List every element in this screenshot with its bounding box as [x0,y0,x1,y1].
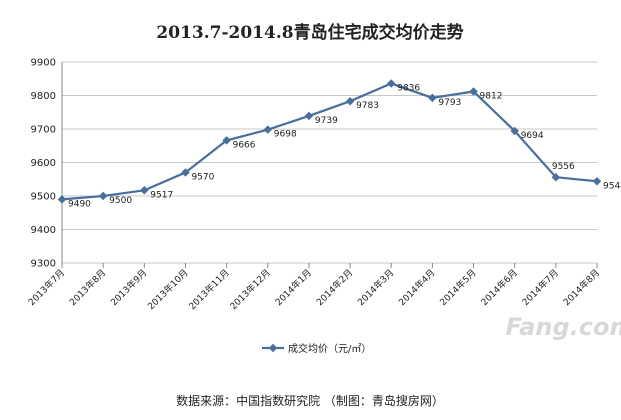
data-label: 9694 [521,131,544,141]
y-tick-label: 9900 [31,58,56,69]
data-label: 9556 [552,162,575,172]
y-tick-label: 9600 [31,158,56,169]
x-tick-label: 2013年11月 [186,267,232,313]
point [428,93,437,103]
x-tick-label: 2014年2月 [314,267,355,308]
y-tick-label: 9300 [31,259,56,270]
data-label: 9517 [150,190,173,200]
data-label: 9739 [315,116,338,126]
data-label: 9544 [603,181,621,191]
watermark: Fang.com [506,313,621,341]
x-tick-label: 2013年12月 [227,267,273,313]
point [592,177,602,186]
chart-title: 2013.7-2014.8青岛住宅成交均价走势 [156,22,463,43]
line [61,82,598,201]
data-label: 9490 [68,199,91,209]
point [386,79,396,88]
x-tick-label: 2014年4月 [396,267,437,308]
x-tick-label: 2014年5月 [437,267,478,308]
point [181,168,190,177]
y-tick-label: 9400 [31,225,56,236]
x-tick-label: 2014年1月 [273,267,314,308]
point [263,125,273,134]
x-tick-label: 2013年8月 [67,267,108,308]
legend-marker [268,343,278,353]
data-label: 9698 [274,130,297,140]
point [345,96,355,106]
x-tick-label: 2013年7月 [26,267,67,308]
data-label: 9570 [191,173,214,183]
point [222,136,231,145]
data-label: 9500 [109,196,132,206]
y-tick-label: 9500 [31,192,56,203]
x-tick-label: 2014年3月 [355,267,396,308]
y-tick-label: 9800 [31,91,56,102]
data-label: 9812 [480,91,503,101]
point [98,191,108,201]
data-label: 9836 [397,83,420,93]
point [304,111,314,121]
data-label: 9793 [438,98,461,108]
x-tick-label: 2013年9月 [108,267,149,308]
legend-label: 成交均价（元/㎡） [288,342,371,355]
x-tick-label: 2014年7月 [520,267,561,308]
x-tick-label: 2014年6月 [478,267,519,308]
source-note: 数据来源：中国指数研究院 （制图：青岛搜房网） [176,393,444,408]
point [469,87,478,96]
data-label: 9783 [356,101,379,111]
point [57,195,67,204]
y-tick-label: 9700 [31,125,56,136]
x-tick-label: 2013年10月 [145,267,191,313]
x-tick-label: 2014年8月 [561,267,602,308]
point [140,186,149,195]
data-label: 9666 [233,140,256,150]
